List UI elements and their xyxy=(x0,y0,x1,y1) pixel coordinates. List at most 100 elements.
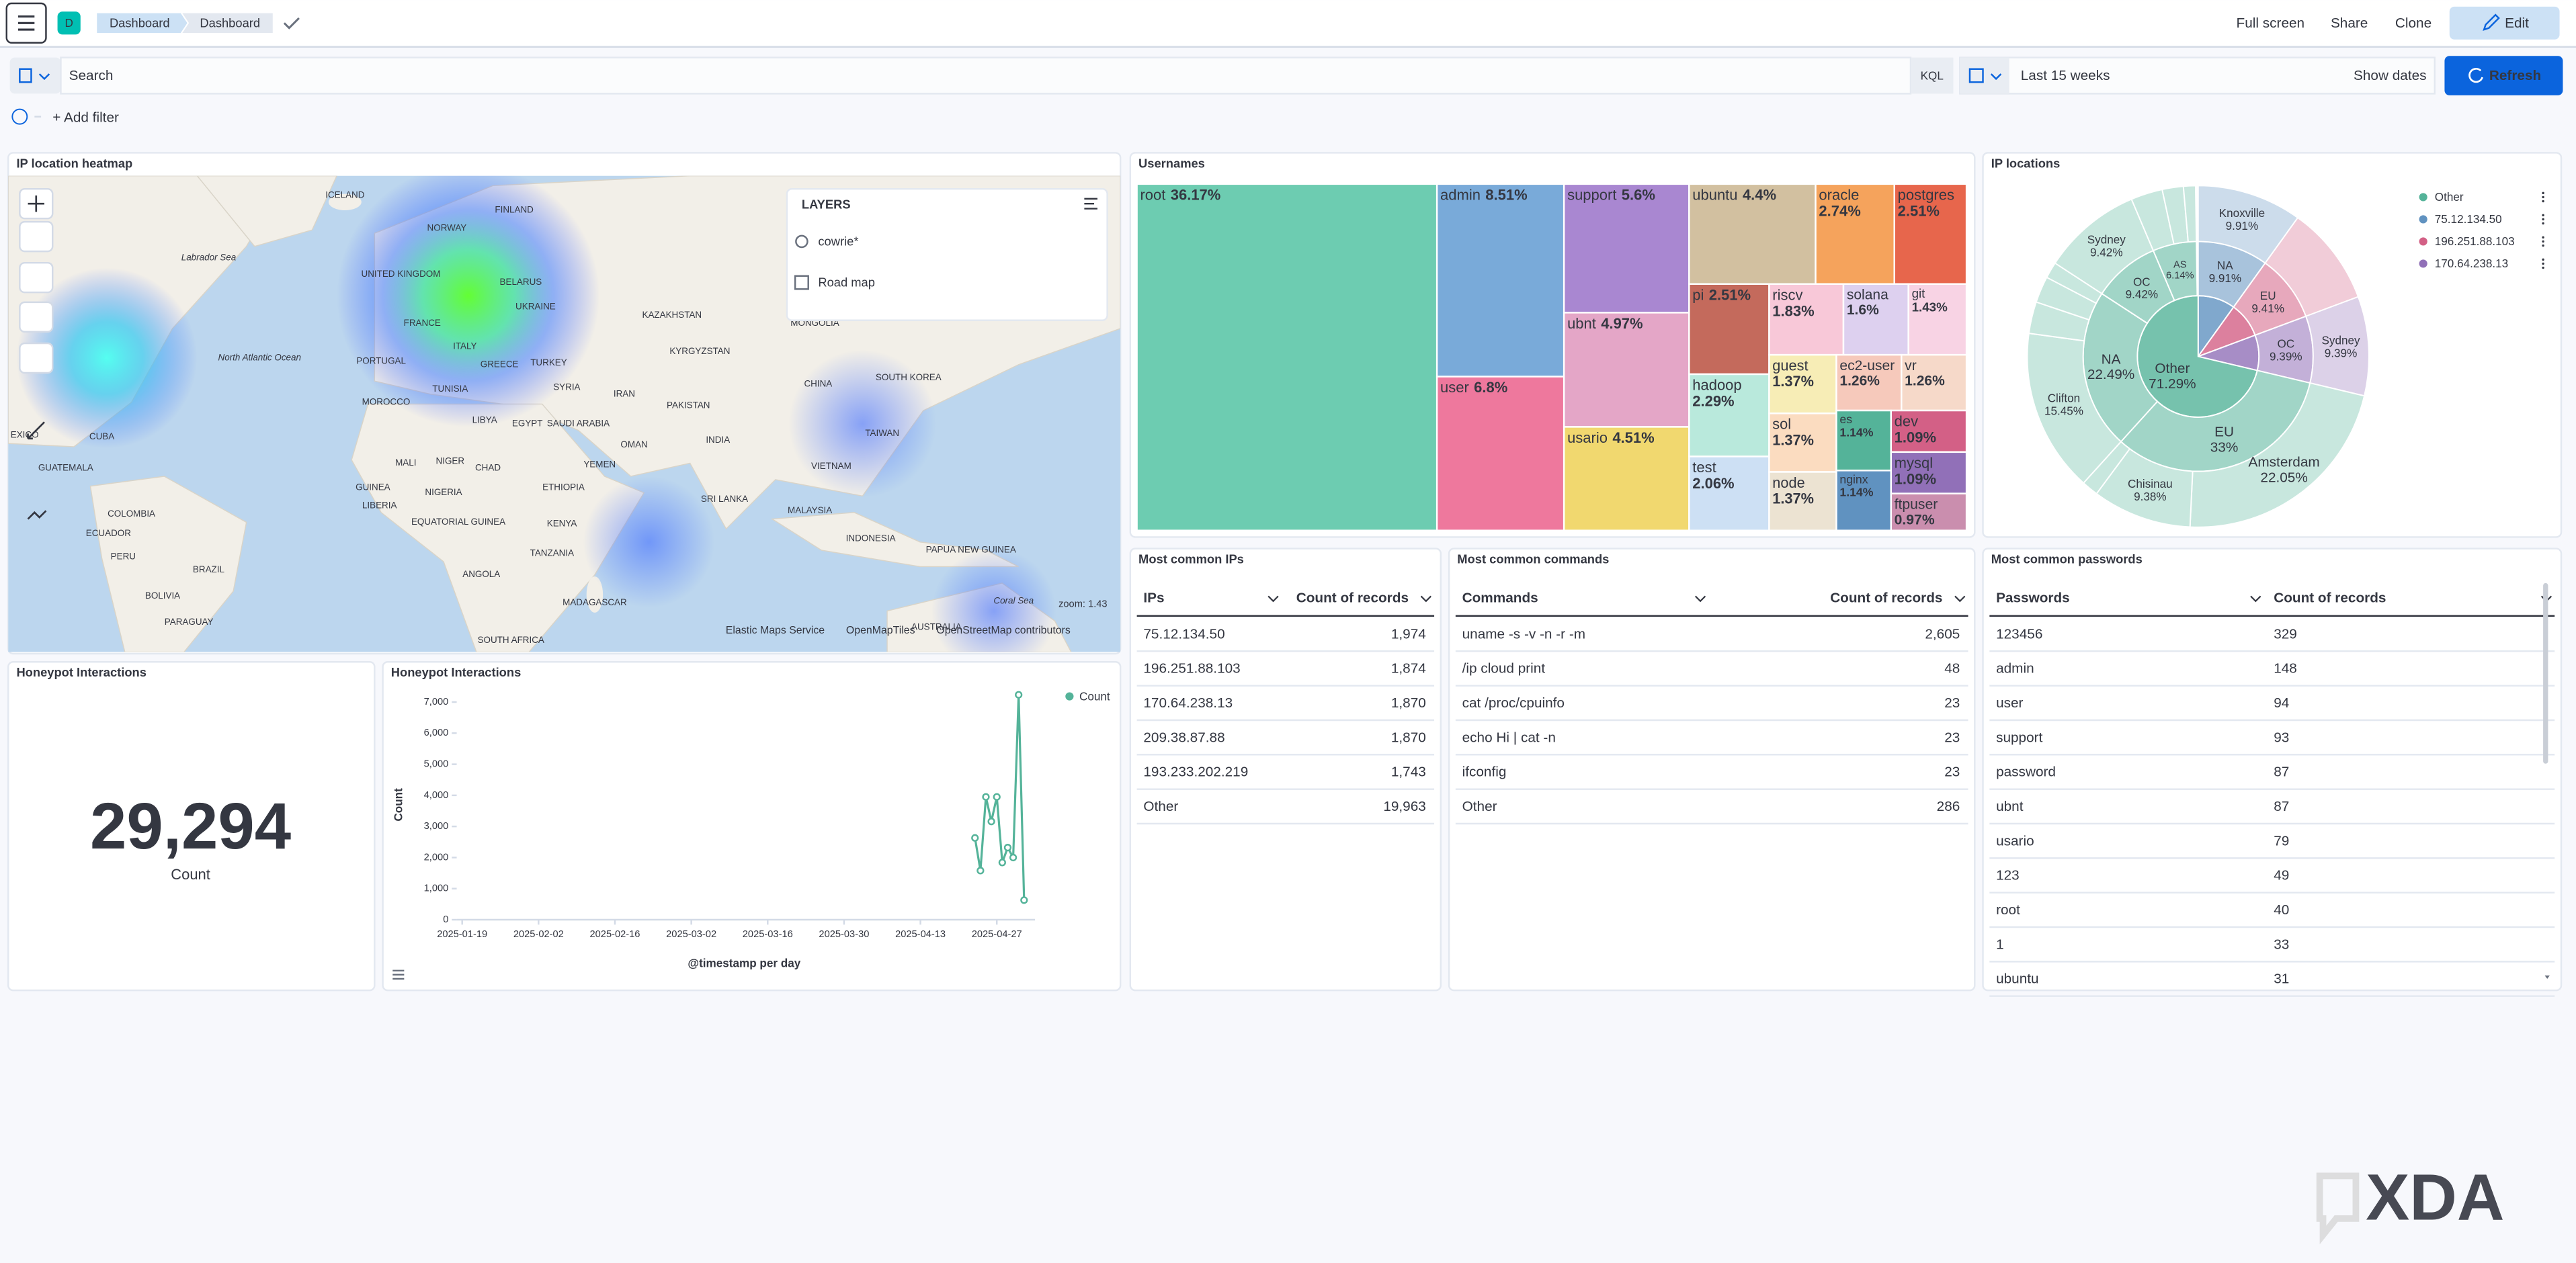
column-header[interactable]: Count of records xyxy=(1830,591,1942,606)
breadcrumb[interactable]: Dashboard xyxy=(97,13,188,33)
slice-value: 9.39% xyxy=(2325,347,2358,359)
metric-label: Count xyxy=(171,866,210,883)
line-point xyxy=(1020,896,1028,904)
cell-label: git xyxy=(1912,286,1926,300)
slice-value: 15.45% xyxy=(2044,404,2083,417)
legend-menu-dot xyxy=(2542,218,2544,221)
cell-value: 1.09% xyxy=(1895,429,1936,446)
cell-value: 1.14% xyxy=(1839,486,1873,499)
panel: Most common commands Commands Count of rec… xyxy=(1448,548,1976,992)
date-picker[interactable] xyxy=(1959,56,2436,95)
chevron xyxy=(38,73,50,81)
cell-name: support xyxy=(1567,186,1616,203)
land xyxy=(196,175,337,247)
treemap-cell xyxy=(1436,183,1565,378)
cell-value: 1.37% xyxy=(1772,490,1814,507)
place-label: ECUADOR xyxy=(86,528,131,538)
slice-name: OC xyxy=(2133,275,2151,288)
legend-menu-dot xyxy=(2542,262,2544,265)
land xyxy=(89,476,247,652)
x-tick-label: 2025-04-27 xyxy=(972,929,1022,940)
land xyxy=(328,193,362,210)
slice-value: 9.39% xyxy=(2270,350,2302,363)
cell-name: ec2-user xyxy=(1839,358,1895,374)
cell: echo Hi | cat -n xyxy=(1462,730,1556,745)
legend-label[interactable]: 170.64.238.13 xyxy=(2435,257,2508,270)
cell-name: ubnt xyxy=(1567,315,1596,332)
place-label: MOROCCO xyxy=(362,397,411,407)
cell-name: oracle xyxy=(1819,186,1859,203)
header-action[interactable]: Clone xyxy=(2395,15,2432,31)
chevron xyxy=(1990,73,2002,81)
search-field[interactable] xyxy=(60,56,1912,95)
breadcrumb: Dashboard xyxy=(182,13,273,33)
sort-chevron xyxy=(1420,595,1431,603)
edit-button[interactable]: Edit xyxy=(2449,6,2560,40)
kql-button[interactable] xyxy=(1910,57,1954,94)
legend-label[interactable]: 75.12.134.50 xyxy=(2435,213,2502,226)
cell: 1 xyxy=(1996,937,2004,952)
column-header[interactable]: Commands xyxy=(1462,591,1538,606)
place-label: NORWAY xyxy=(427,222,467,232)
column-header[interactable]: Count of records xyxy=(1296,591,1409,606)
line-point xyxy=(1015,691,1023,699)
panel-title: IP location heatmap xyxy=(16,156,132,170)
avatar: D xyxy=(65,17,73,30)
place-label: VIETNAM xyxy=(811,461,851,471)
cell-name: user xyxy=(1440,379,1469,396)
cell: Other xyxy=(1462,799,1497,814)
treemap-cell xyxy=(1842,283,1909,356)
layer-name[interactable]: Road map xyxy=(818,275,875,290)
show-dates[interactable]: Show dates xyxy=(2354,68,2427,83)
menu-button[interactable] xyxy=(5,2,47,44)
header-action[interactable]: Share xyxy=(2331,15,2368,31)
calendar-icon xyxy=(1968,68,1984,83)
legend-menu-dot xyxy=(2542,195,2544,199)
refresh-button[interactable]: Refresh xyxy=(2444,56,2563,95)
place-label: Labrador Sea xyxy=(181,252,237,262)
line-series xyxy=(974,695,1026,900)
legend-swatch xyxy=(2419,259,2427,268)
cell-value: 1.26% xyxy=(1905,374,1945,389)
place-label: PORTUGAL xyxy=(356,355,406,365)
map-control[interactable] xyxy=(19,342,54,520)
cell-name: usario xyxy=(1567,429,1608,446)
cell-name: dev xyxy=(1895,412,1918,429)
treemap-cell xyxy=(1688,455,1770,531)
column-header[interactable]: IPs xyxy=(1143,591,1164,606)
place-label: SOUTH KOREA xyxy=(876,372,942,382)
treemap-cell xyxy=(1835,470,1893,531)
place-label: EXICO xyxy=(11,429,39,439)
map-control[interactable] xyxy=(19,187,54,220)
add-filter[interactable]: + Add filter xyxy=(52,110,119,126)
cell-value: 2.74% xyxy=(1819,202,1860,219)
place-label: EQUATORIAL GUINEA xyxy=(411,517,505,527)
legend-label[interactable]: Other xyxy=(2435,191,2464,204)
legend-menu-dot xyxy=(2542,214,2544,217)
column-header[interactable]: Count of records xyxy=(2274,591,2386,606)
map-control[interactable] xyxy=(19,301,54,440)
treemap-cell xyxy=(1901,353,1968,412)
cell: 31 xyxy=(2274,971,2289,987)
y-tick-label: 2,000 xyxy=(424,852,449,863)
cell: /ip cloud print xyxy=(1462,661,1546,677)
slice-name: Amsterdam xyxy=(2249,455,2320,470)
line-point xyxy=(982,793,990,801)
place-label: NIGER xyxy=(436,456,465,466)
sort-chevron xyxy=(1954,595,1966,603)
panel: IP locationsNA9.91%Knoxville9.91%EU9.41%… xyxy=(1982,152,2563,538)
legend-label[interactable]: 196.251.88.103 xyxy=(2435,235,2515,248)
cell: 1,870 xyxy=(1391,695,1426,711)
layer-name[interactable]: cowrie* xyxy=(818,234,858,248)
heat-blob xyxy=(931,548,1056,652)
cell-name: guest xyxy=(1772,357,1808,374)
cell: 23 xyxy=(1944,730,1960,745)
header-action[interactable]: Full screen xyxy=(2237,15,2305,31)
y-axis-title: Count xyxy=(392,788,405,822)
panel-title: Most common commands xyxy=(1457,552,1609,566)
saved-query-button[interactable] xyxy=(9,57,61,94)
cell-label: ubnt 4.97% xyxy=(1567,315,1643,332)
place-label: Coral Sea xyxy=(993,595,1034,605)
legend-toggle[interactable] xyxy=(392,969,405,980)
column-header[interactable]: Passwords xyxy=(1996,591,2070,606)
